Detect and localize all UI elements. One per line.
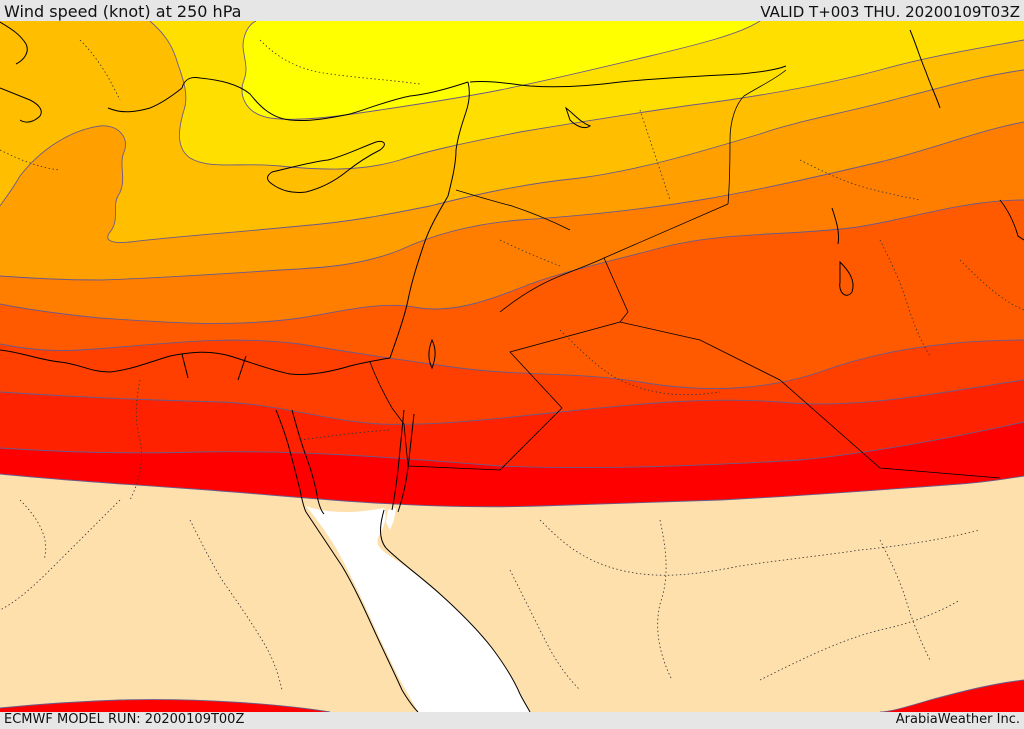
band-1 bbox=[242, 21, 760, 120]
low-wind-area bbox=[0, 474, 1024, 712]
credit-label: ArabiaWeather Inc. bbox=[895, 712, 1020, 727]
gulf-of-aqaba bbox=[386, 508, 396, 530]
contour-lines bbox=[0, 21, 1024, 712]
admin-boundaries bbox=[0, 39, 1024, 691]
model-run-label: ECMWF MODEL RUN: 20200109T00Z bbox=[4, 712, 245, 727]
country-borders bbox=[369, 69, 1001, 479]
footer-bar: ECMWF MODEL RUN: 20200109T00Z ArabiaWeat… bbox=[0, 712, 1024, 729]
red-sea bbox=[306, 506, 530, 712]
map-title: Wind speed (knot) at 250 hPa bbox=[4, 2, 242, 21]
wind-speed-map bbox=[0, 21, 1024, 712]
header-bar: Wind speed (knot) at 250 hPa VALID T+003… bbox=[0, 0, 1024, 22]
coastlines bbox=[0, 21, 1024, 712]
valid-time-label: VALID T+003 THU. 20200109T03Z bbox=[760, 3, 1020, 21]
